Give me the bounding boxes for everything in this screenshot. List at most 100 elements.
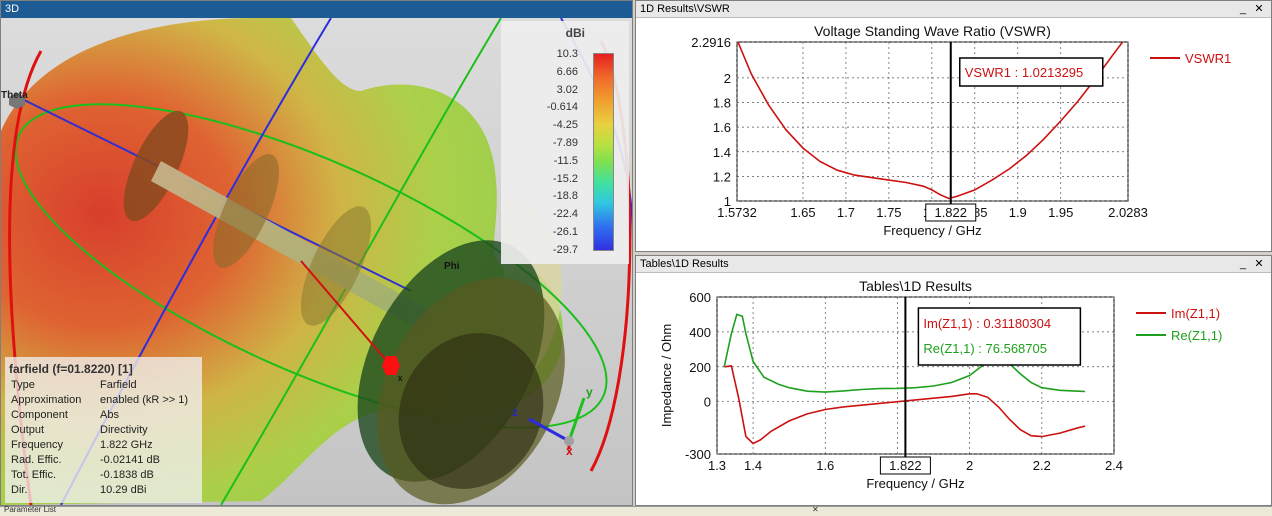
x-tick-label: 1.65: [790, 205, 815, 220]
y-tick-label: 1.8: [713, 96, 731, 111]
colorbar-tick-label: -7.89: [552, 137, 578, 149]
info-key: Rad. Effic.: [11, 454, 62, 466]
axis-z-label: z: [512, 405, 518, 419]
impedance-annotation-im: Im(Z1,1) : 0.31180304: [923, 316, 1051, 331]
colorbar-tick-label: -11.5: [553, 154, 578, 167]
x-tick-label: 2.0283: [1108, 205, 1148, 220]
colorbar-tick-label: -15.2: [552, 172, 578, 185]
panel-title-vswr: 1D Results\VSWR: [636, 1, 1271, 18]
axis-y-label: y: [586, 385, 593, 399]
info-key: Type: [11, 379, 35, 391]
marker-label: 1.822: [889, 458, 922, 473]
x-tick-label: 1.4: [744, 458, 762, 473]
panel-title-3d: 3D: [1, 1, 632, 18]
info-value: enabled (kR >> 1): [100, 394, 189, 406]
theta-label: Theta: [1, 90, 28, 101]
info-row: Tot. Effic. -0.1838 dB: [5, 469, 202, 484]
colorbar-tick-label: 6.66: [556, 65, 578, 78]
x-tick-label: 1.7: [837, 205, 855, 220]
x-tick-label: 1.95: [1048, 205, 1073, 220]
x-tick-label: 1.5732: [717, 205, 757, 220]
x-axis-label: Frequency / GHz: [883, 223, 981, 238]
x-axis-label: Frequency / GHz: [866, 476, 964, 491]
vswr-annotation-text: VSWR1 : 1.0213295: [965, 65, 1084, 80]
info-value: 10.29 dBi: [100, 484, 147, 496]
chart-title: Tables\1D Results: [859, 278, 972, 294]
impedance-panel[interactable]: Tables\1D Results _ ✕ Tables\1D Results 1…: [635, 255, 1272, 506]
farfield-info-box: farfield (f=01.8220) [1] Type Farfield App…: [5, 357, 202, 503]
info-key: Component: [11, 409, 68, 421]
colorbar-legend: dBi 10.3 6.66 3.02 -0.614 -4.25 -7.89 -11.5 -15…: [501, 21, 629, 264]
x-tick-label: 1.9: [1009, 205, 1027, 220]
close-button[interactable]: ✕: [1254, 258, 1264, 270]
y-tick-label: 2: [724, 71, 731, 86]
legend-label: Im(Z1,1): [1171, 306, 1220, 321]
minimize-button[interactable]: _: [1239, 258, 1247, 270]
colorbar-tick-label: -26.1: [552, 226, 578, 238]
info-row: Output Directivity: [5, 424, 202, 439]
minimize-button[interactable]: _: [1239, 3, 1247, 15]
impedance-annotation-box: [917, 307, 1082, 366]
info-key: Approximation: [11, 394, 82, 406]
x-tick-label: 1.6: [816, 458, 834, 473]
info-key: Dir.: [11, 484, 28, 496]
y-tick-label: 0: [704, 395, 711, 410]
colorbar-tick-label: 3.02: [556, 83, 578, 96]
phi-label: Phi: [444, 261, 460, 272]
x-tick-label: 2.4: [1105, 458, 1123, 473]
info-value: 1.822 GHz: [100, 439, 153, 451]
info-value: Abs: [100, 409, 119, 421]
colorbar-tick-label: -22.4: [552, 208, 578, 221]
info-row: Approximation enabled (kR >> 1): [5, 394, 202, 409]
info-value: -0.1838 dB: [100, 469, 154, 481]
y-tick-label: 1.6: [713, 120, 731, 135]
y-tick-label: 400: [689, 325, 711, 340]
colorbar-tick-label: -18.8: [552, 190, 578, 203]
panel-title-tables: Tables\1D Results: [636, 256, 1271, 273]
svg-text:x: x: [398, 373, 403, 383]
info-value: Directivity: [100, 424, 148, 436]
colorbar-tick-label: -4.25: [552, 119, 578, 132]
info-value: -0.02141 dB: [100, 454, 160, 466]
x-tick-label: 2: [966, 458, 973, 473]
series-line: [737, 42, 1124, 200]
close-button[interactable]: ✕: [1254, 3, 1264, 15]
info-row: Component Abs: [5, 409, 202, 424]
y-tick-label: 1.2: [713, 169, 731, 184]
y-axis-label: Impedance / Ohm: [659, 324, 674, 427]
y-tick-label: 1.4: [713, 145, 731, 160]
legend-label: VSWR1: [1185, 51, 1231, 66]
info-header: farfield (f=01.8220) [1]: [9, 362, 133, 376]
info-row: Type Farfield: [5, 379, 202, 394]
x-tick-label: 1.75: [876, 205, 901, 220]
series-line: [724, 365, 1086, 445]
theta-marker-icon: [9, 93, 25, 109]
colorbar-tick-label: -29.7: [552, 243, 578, 256]
info-row: Frequency 1.822 GHz: [5, 439, 202, 454]
impedance-chart[interactable]: Tables\1D Results1.31.41.61.822.22.46004…: [636, 273, 1271, 505]
vswr-panel[interactable]: 1D Results\VSWR _ ✕ Voltage Standing Wav…: [635, 0, 1272, 252]
marker-label: 1.822: [934, 205, 967, 220]
farfield-3d-panel[interactable]: 3D: [0, 0, 633, 506]
info-key: Output: [11, 424, 45, 436]
parameter-list-label: Parameter List: [4, 505, 57, 514]
colorbar-tick-label: 10.3: [556, 48, 578, 60]
info-row: Rad. Effic. -0.02141 dB: [5, 454, 202, 469]
series-line: [723, 313, 1086, 393]
parameter-list-close-button[interactable]: ✕: [812, 505, 819, 514]
parameter-list-bar[interactable]: Parameter List ✕: [0, 505, 1272, 516]
y-tick-label: 600: [689, 290, 711, 305]
vswr-chart[interactable]: Voltage Standing Wave Ratio (VSWR) 1.5732…: [636, 18, 1271, 251]
legend-label: Re(Z1,1): [1171, 328, 1222, 343]
y-tick-label: 1: [724, 194, 731, 209]
impedance-annotation-re: Re(Z1,1) : 76.568705: [923, 341, 1047, 356]
info-key: Frequency: [11, 439, 63, 451]
direction-marker-icon: [382, 356, 400, 375]
marker-box: [879, 456, 931, 475]
y-tick-label: -300: [685, 447, 711, 462]
chart-title: Voltage Standing Wave Ratio (VSWR): [814, 23, 1051, 39]
y-tick-label: 2.2916: [691, 35, 731, 50]
y-tick-label: 200: [689, 360, 711, 375]
info-key: Tot. Effic.: [11, 469, 57, 481]
info-row: Dir. 10.29 dBi: [5, 484, 202, 499]
